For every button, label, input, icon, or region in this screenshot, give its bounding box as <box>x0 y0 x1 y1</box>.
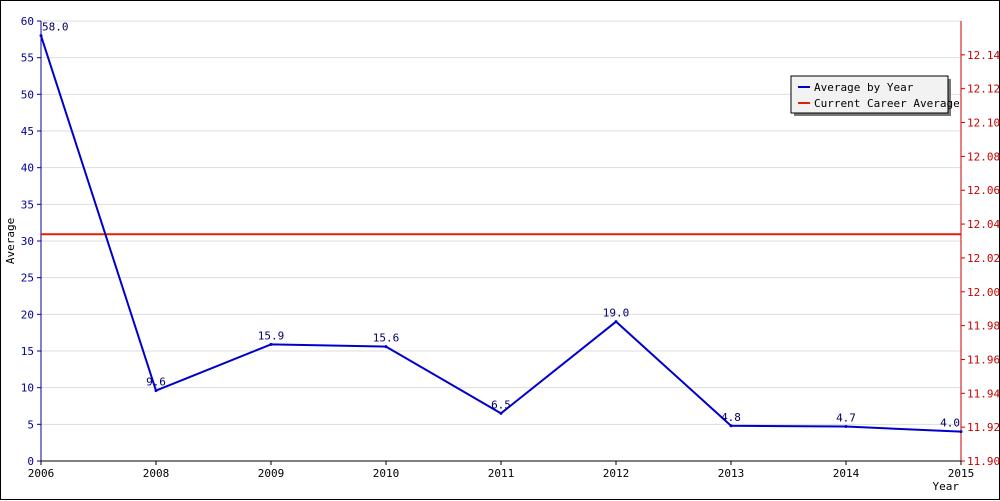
left-y-tick-label: 30 <box>21 235 34 248</box>
right-y-tick-label: 12.00 <box>967 286 1000 299</box>
data-label: 4.0 <box>940 417 960 430</box>
data-label: 9.6 <box>146 376 166 389</box>
data-point <box>614 320 618 324</box>
left-y-tick-label: 25 <box>21 272 34 285</box>
left-y-tick-label: 0 <box>27 455 34 468</box>
data-label: 4.7 <box>836 412 856 425</box>
data-point <box>154 389 158 393</box>
legend-label-average-by-year: Average by Year <box>814 81 914 94</box>
right-y-tick-label: 11.94 <box>967 387 1000 400</box>
data-point <box>959 430 963 434</box>
data-label: 6.5 <box>491 398 511 411</box>
left-y-tick-label: 5 <box>27 418 34 431</box>
data-point <box>844 425 848 429</box>
x-tick-label: 2009 <box>258 467 285 480</box>
y-axis-title: Average <box>4 218 17 264</box>
left-y-axis: 0 5 10 15 20 25 30 35 40 45 50 55 60 <box>21 15 42 468</box>
data-labels: 58.0 9.6 15.9 15.6 6.5 19.0 4.8 4.7 4.0 <box>42 21 960 430</box>
right-y-tick-label: 12.08 <box>967 150 1000 163</box>
x-tick-label: 2015 <box>948 467 975 480</box>
right-y-tick-label: 12.02 <box>967 252 1000 265</box>
data-label: 58.0 <box>42 21 69 34</box>
right-y-tick-label: 12.14 <box>967 49 1000 62</box>
left-y-tick-label: 20 <box>21 308 34 321</box>
legend: Average by Year Current Career Average <box>790 75 960 116</box>
legend-box <box>790 75 949 114</box>
left-y-tick-label: 15 <box>21 345 34 358</box>
x-tick-label: 2008 <box>143 467 170 480</box>
left-y-tick-label: 35 <box>21 198 34 211</box>
x-tick-label: 2006 <box>28 467 55 480</box>
data-label: 15.9 <box>258 329 285 342</box>
data-label: 15.6 <box>373 332 400 345</box>
right-y-tick-label: 12.10 <box>967 117 1000 130</box>
x-tick-label: 2010 <box>373 467 400 480</box>
x-axis-title: Year <box>933 480 960 493</box>
legend-label-current-career-average: Current Career Average <box>814 97 960 110</box>
data-point <box>499 411 503 415</box>
left-y-tick-label: 10 <box>21 382 34 395</box>
right-y-tick-label: 11.90 <box>967 455 1000 468</box>
data-point <box>729 424 733 428</box>
left-y-tick-label: 40 <box>21 162 34 175</box>
left-y-tick-label: 60 <box>21 15 34 28</box>
x-tick-label: 2014 <box>833 467 860 480</box>
data-point <box>384 345 388 349</box>
right-y-axis: 11.90 11.92 11.94 11.96 11.98 12.00 12.02 12.04… <box>960 21 1000 468</box>
series-layer <box>39 34 963 434</box>
left-y-tick-label: 55 <box>21 52 34 65</box>
right-y-tick-label: 12.04 <box>967 218 1000 231</box>
x-tick-label: 2012 <box>603 467 630 480</box>
x-tick-label: 2013 <box>718 467 745 480</box>
left-y-tick-label: 45 <box>21 125 34 138</box>
right-y-tick-label: 11.92 <box>967 421 1000 434</box>
data-point <box>39 34 43 38</box>
right-y-tick-label: 11.98 <box>967 320 1000 333</box>
data-label: 4.8 <box>721 411 741 424</box>
x-tick-label: 2011 <box>488 467 515 480</box>
right-y-tick-label: 12.06 <box>967 184 1000 197</box>
data-label: 19.0 <box>603 307 630 320</box>
right-y-tick-label: 12.12 <box>967 83 1000 96</box>
left-y-tick-label: 50 <box>21 88 34 101</box>
right-y-tick-label: 11.96 <box>967 353 1000 366</box>
data-point <box>269 342 273 346</box>
x-axis: 2006 2008 2009 2010 2011 2012 2013 2014 2015 <box>28 460 975 480</box>
